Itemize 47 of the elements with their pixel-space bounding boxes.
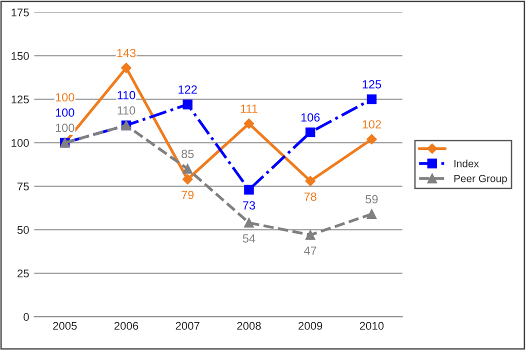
data-label: 100 xyxy=(56,108,74,117)
point xyxy=(121,62,132,74)
y-tick-label: 175 xyxy=(12,8,29,16)
data-label: 102 xyxy=(362,120,381,129)
x-tick-label: 2008 xyxy=(237,322,261,330)
y-tick-label: 150 xyxy=(12,52,29,60)
legend-label: Index xyxy=(454,160,479,168)
point xyxy=(244,184,254,195)
y-tick-label: 50 xyxy=(17,226,29,234)
data-label: 79 xyxy=(182,190,194,200)
data-label: 122 xyxy=(178,85,197,94)
x-tick-label: 2005 xyxy=(53,322,77,330)
y-tick-label: 0 xyxy=(24,313,29,321)
legend-label: Peer Group xyxy=(454,174,507,184)
data-label: 78 xyxy=(304,192,316,201)
x-tick-label: 2007 xyxy=(176,322,200,330)
y-tick-label: 25 xyxy=(18,270,29,278)
point xyxy=(182,174,193,184)
point xyxy=(244,118,254,129)
data-label: 111 xyxy=(240,104,258,113)
point xyxy=(366,209,377,219)
data-label: 110 xyxy=(118,106,136,115)
point xyxy=(305,230,316,240)
point xyxy=(305,176,316,186)
data-label: 125 xyxy=(362,80,382,89)
data-label: 143 xyxy=(117,48,136,58)
data-label: 59 xyxy=(366,195,378,204)
data-label: 100 xyxy=(56,93,74,102)
y-tick-label: 75 xyxy=(18,182,29,190)
y-tick-label: 100 xyxy=(12,139,29,147)
data-label: 100 xyxy=(56,124,74,132)
point xyxy=(182,100,192,110)
point xyxy=(366,94,377,104)
x-tick-label: 2010 xyxy=(360,322,384,330)
point xyxy=(244,218,254,228)
x-tick-label: 2006 xyxy=(114,322,138,330)
x-tick-label: 2009 xyxy=(298,322,322,330)
data-label: 106 xyxy=(301,113,320,122)
y-tick-label: 125 xyxy=(12,96,29,104)
data-label: 54 xyxy=(242,234,256,243)
point xyxy=(182,164,192,174)
data-label: 85 xyxy=(182,150,194,158)
data-label: 47 xyxy=(304,246,316,255)
data-label: 73 xyxy=(243,201,256,210)
point xyxy=(366,134,377,144)
point xyxy=(305,127,316,138)
data-label: 110 xyxy=(118,90,136,100)
